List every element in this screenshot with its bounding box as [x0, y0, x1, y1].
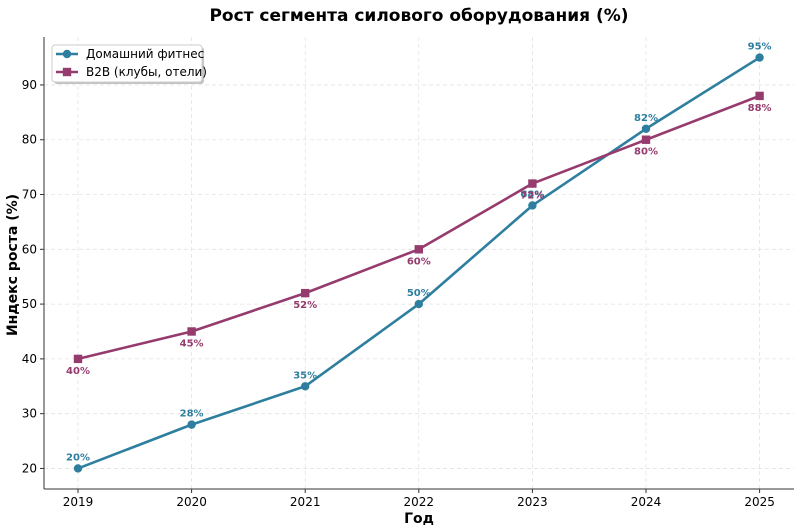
y-tick-label: 20: [22, 461, 37, 475]
y-tick-label: 40: [22, 352, 37, 366]
data-point: [301, 288, 310, 298]
data-label: 50%: [407, 288, 431, 299]
data-point: [755, 91, 764, 101]
y-tick-label: 70: [22, 188, 37, 202]
data-point: [414, 299, 423, 309]
data-label: 95%: [748, 42, 772, 53]
data-label: 45%: [180, 338, 204, 349]
x-tick-label: 2019: [63, 495, 94, 509]
data-label: 72%: [520, 191, 544, 202]
data-label: 40%: [66, 366, 90, 377]
data-label: 35%: [293, 370, 317, 381]
y-tick-label: 90: [22, 78, 37, 92]
x-tick-label: 2025: [744, 495, 775, 509]
x-tick-label: 2023: [517, 495, 548, 509]
y-tick-label: 80: [22, 133, 37, 147]
y-tick-label: 30: [22, 407, 37, 421]
data-label: 20%: [66, 452, 90, 463]
y-tick-label: 60: [22, 242, 37, 256]
y-axis-title: Индекс роста (%): [5, 194, 21, 336]
x-tick-label: 2024: [631, 495, 662, 509]
legend-label: Домашний фитнес: [86, 47, 204, 61]
data-point: [73, 464, 83, 473]
data-label: 28%: [180, 409, 204, 420]
legend-box: [51, 44, 203, 83]
series-0: 20% 28% 35% 50% 68% 82% 95%: [66, 42, 772, 473]
series-layer: 20% 28% 35% 50% 68% 82% 95% 40% 45% 52% 60% 72% 80% 8…: [66, 42, 772, 473]
legend-marker: [62, 67, 72, 77]
data-point: [73, 354, 83, 364]
data-label: 88%: [748, 103, 772, 114]
y-tick-label: 50: [22, 297, 37, 311]
x-tick-label: 2022: [404, 495, 435, 509]
data-label: 60%: [407, 256, 431, 267]
data-point: [187, 420, 196, 429]
data-point: [641, 124, 651, 133]
data-label: 68%: [520, 189, 544, 200]
data-label: 80%: [634, 147, 658, 158]
data-point: [414, 245, 423, 254]
data-point: [301, 382, 310, 391]
legend: Домашний фитнес B2B (клубы, отели): [51, 44, 207, 84]
x-axis-title: Год: [404, 511, 434, 527]
x-tick-label: 2021: [290, 495, 321, 509]
data-point: [187, 327, 196, 336]
legend-marker: [62, 49, 72, 59]
legend-label: B2B (клубы, отели): [86, 65, 207, 79]
data-point: [528, 179, 537, 188]
chart-title: Рост сегмента силового оборудования (%): [209, 6, 628, 26]
data-label: 82%: [634, 113, 658, 124]
data-label: 52%: [293, 300, 317, 311]
data-point: [755, 53, 764, 62]
data-point: [641, 135, 651, 144]
x-tick-label: 2020: [176, 495, 207, 509]
data-point: [528, 201, 537, 210]
series-1: 40% 45% 52% 60% 72% 80% 88%: [66, 91, 772, 377]
ticks-layer: 2019 2020 2021 2022 2023 2024 2025 20 30 40 50 60 70…: [22, 78, 775, 509]
